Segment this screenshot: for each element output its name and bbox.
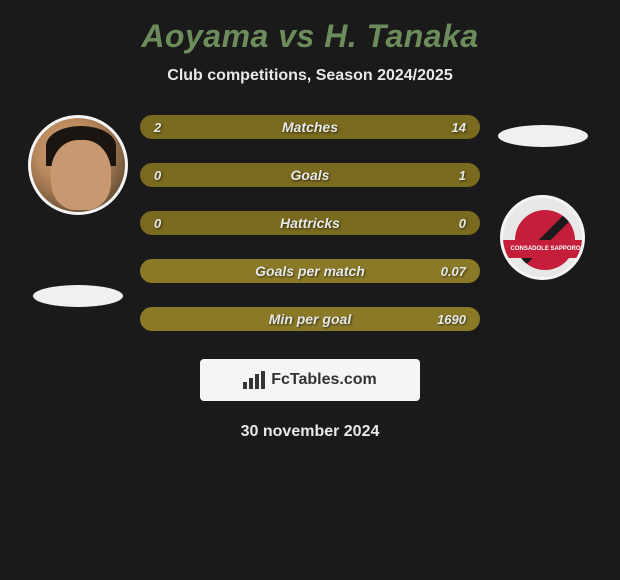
page-title: Aoyama vs H. Tanaka <box>141 18 478 55</box>
stat-right-value: 14 <box>452 120 466 135</box>
stats-column: 2 Matches 14 0 Goals 1 0 Hattricks 0 Goa… <box>130 115 490 331</box>
stat-bar-min-per-goal: Min per goal 1690 <box>140 307 480 331</box>
stat-label: Goals <box>291 167 330 183</box>
player-right-column: CONSADOLE SAPPORO <box>490 115 595 280</box>
comparison-area: 2 Matches 14 0 Goals 1 0 Hattricks 0 Goa… <box>0 115 620 331</box>
stat-label: Matches <box>282 119 338 135</box>
stat-left-value: 0 <box>154 168 161 183</box>
stat-right-value: 0 <box>459 216 466 231</box>
brand-box[interactable]: FcTables.com <box>200 359 420 401</box>
player-left-avatar <box>28 115 128 215</box>
team-right-ellipse <box>498 125 588 147</box>
stat-right-value: 1690 <box>437 312 466 327</box>
stat-bar-goals: 0 Goals 1 <box>140 163 480 187</box>
date-text: 30 november 2024 <box>241 423 380 441</box>
player-right-club-logo: CONSADOLE SAPPORO <box>500 195 585 280</box>
stat-bar-hattricks: 0 Hattricks 0 <box>140 211 480 235</box>
brand-text: FcTables.com <box>271 371 377 389</box>
stat-label: Min per goal <box>269 311 351 327</box>
main-container: Aoyama vs H. Tanaka Club competitions, S… <box>0 0 620 451</box>
stat-label: Hattricks <box>280 215 340 231</box>
subtitle: Club competitions, Season 2024/2025 <box>167 67 452 85</box>
team-left-ellipse <box>33 285 123 307</box>
stat-left-value: 2 <box>154 120 161 135</box>
stat-left-value: 0 <box>154 216 161 231</box>
stat-bar-goals-per-match: Goals per match 0.07 <box>140 259 480 283</box>
logo-stripe: CONSADOLE SAPPORO <box>503 240 585 258</box>
stat-right-value: 1 <box>459 168 466 183</box>
stat-bar-matches: 2 Matches 14 <box>140 115 480 139</box>
bar-chart-icon <box>243 371 265 389</box>
player-left-column <box>25 115 130 307</box>
stat-label: Goals per match <box>255 263 365 279</box>
stat-right-value: 0.07 <box>441 264 466 279</box>
avatar-face <box>51 140 111 210</box>
